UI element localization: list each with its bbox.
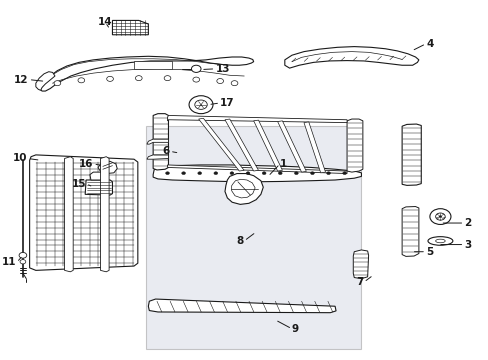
Text: 8: 8 [236,236,244,246]
Text: 14: 14 [98,17,112,27]
Circle shape [135,76,142,81]
Circle shape [229,172,233,175]
Polygon shape [352,250,368,279]
Polygon shape [346,119,362,172]
Polygon shape [401,124,421,185]
Polygon shape [167,116,346,123]
Text: 16: 16 [79,159,93,169]
Polygon shape [153,165,361,182]
Polygon shape [146,155,168,159]
Circle shape [189,96,213,114]
Text: 17: 17 [220,98,234,108]
Text: 9: 9 [291,324,299,334]
Polygon shape [30,155,138,270]
Circle shape [429,209,450,225]
Circle shape [438,216,441,218]
Polygon shape [146,139,168,144]
Bar [146,126,361,348]
Polygon shape [98,161,117,174]
Circle shape [19,252,27,258]
Text: 13: 13 [215,64,229,74]
Text: 6: 6 [163,146,169,156]
Circle shape [245,172,249,175]
Polygon shape [90,172,102,180]
Circle shape [326,172,330,175]
Polygon shape [224,174,263,204]
Ellipse shape [427,237,452,245]
Text: 5: 5 [425,247,432,257]
Polygon shape [167,165,346,174]
Polygon shape [198,118,244,171]
Polygon shape [284,46,418,68]
Polygon shape [148,299,335,313]
Polygon shape [100,157,109,272]
Circle shape [262,172,265,175]
Text: 2: 2 [464,218,470,228]
Text: 7: 7 [356,277,363,287]
Polygon shape [401,207,418,256]
Polygon shape [41,56,253,91]
Circle shape [278,172,282,175]
Text: 12: 12 [14,75,29,85]
Circle shape [216,78,223,84]
Polygon shape [36,72,55,90]
Polygon shape [304,122,325,173]
Text: 1: 1 [280,159,286,169]
Circle shape [231,81,237,86]
Polygon shape [85,180,112,195]
Circle shape [310,172,314,175]
Circle shape [213,172,217,175]
Circle shape [191,65,201,72]
Circle shape [435,213,444,220]
Text: 4: 4 [425,39,432,49]
Circle shape [78,78,84,83]
Circle shape [54,81,61,86]
Circle shape [342,172,346,175]
Circle shape [192,77,199,82]
Circle shape [106,76,113,81]
Circle shape [20,260,26,264]
Polygon shape [224,119,258,171]
Circle shape [198,172,201,175]
Text: 11: 11 [2,257,17,267]
Circle shape [165,172,169,175]
Text: 15: 15 [71,179,86,189]
Ellipse shape [435,239,444,243]
Text: 10: 10 [13,153,28,163]
Polygon shape [134,61,172,69]
Circle shape [164,76,170,81]
Polygon shape [231,179,255,198]
Polygon shape [153,114,168,170]
Polygon shape [64,157,73,272]
Circle shape [194,100,207,109]
Text: 3: 3 [464,239,470,249]
Polygon shape [253,120,282,171]
Polygon shape [277,121,306,172]
Circle shape [294,172,298,175]
Circle shape [182,172,185,175]
Polygon shape [112,21,148,35]
